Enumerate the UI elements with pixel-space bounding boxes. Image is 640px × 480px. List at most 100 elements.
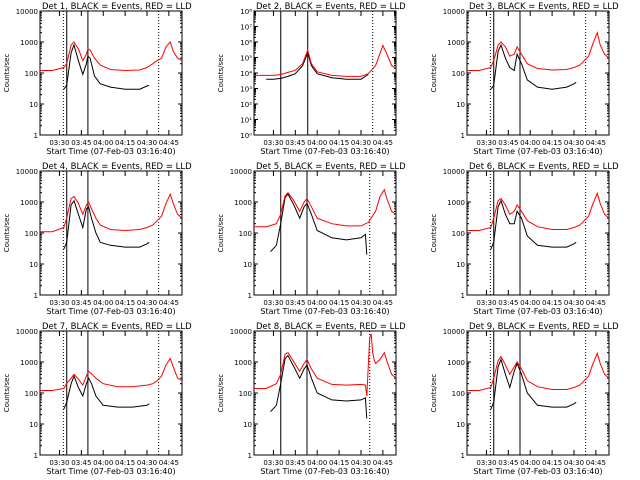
plot-frame (466, 10, 610, 136)
x-axis-label: Start Time (07-Feb-03 03:16:40) (260, 467, 389, 476)
x-tick-label: 04:15 (542, 459, 562, 467)
y-tick-label: 10 (243, 261, 252, 269)
x-tick-label: 03:30 (476, 299, 496, 307)
x-tick-label: 04:45 (586, 299, 606, 307)
x-tick-label: 03:45 (498, 459, 518, 467)
panel-det-4: Det 4, BLACK = Events, RED = LLD Counts/s… (3, 162, 192, 316)
y-tick-label: 1000 (447, 39, 465, 47)
y-tick-label: 1000 (234, 359, 252, 367)
y-axis-label: Counts/sec (3, 374, 11, 413)
plot-frame (39, 170, 183, 296)
x-tick-label: 03:30 (263, 459, 283, 467)
x-tick-label: 04:15 (542, 139, 562, 147)
y-tick-label: 100 (239, 230, 252, 238)
x-tick-label: 04:00 (307, 459, 327, 467)
x-tick-label: 04:45 (159, 459, 179, 467)
x-axis-label: Start Time (07-Feb-03 03:16:40) (46, 147, 175, 156)
x-tick-label: 04:30 (564, 459, 584, 467)
series-lld-line (40, 41, 182, 72)
y-tick-label: 1000 (447, 359, 465, 367)
x-tick-label: 03:45 (285, 299, 305, 307)
series-events-line (490, 43, 577, 90)
x-tick-label: 04:30 (564, 139, 584, 147)
y-axis-label: Counts/sec (430, 214, 438, 253)
plot-frame (466, 170, 610, 296)
x-tick-label: 04:30 (351, 299, 371, 307)
x-tick-label: 04:45 (373, 459, 393, 467)
y-axis-label: Counts/sec (430, 54, 438, 93)
series-events-line (63, 374, 150, 410)
x-tick-label: 04:00 (307, 139, 327, 147)
panel-title: Det 5, BLACK = Events, RED = LLD (256, 162, 406, 172)
y-tick-label: 10⁴ (240, 70, 252, 78)
y-tick-label: 10⁶ (240, 39, 252, 47)
series-lld-line (467, 191, 609, 231)
x-tick-label: 04:45 (373, 299, 393, 307)
y-tick-label: 10000 (16, 328, 38, 336)
series-lld-line (254, 44, 396, 77)
x-tick-label: 04:15 (329, 459, 349, 467)
y-tick-label: 1 (34, 132, 38, 140)
x-tick-label: 04:15 (542, 299, 562, 307)
x-tick-label: 04:00 (520, 139, 540, 147)
x-tick-label: 03:45 (285, 459, 305, 467)
y-tick-label: 1 (461, 292, 465, 300)
panel-title: Det 3, BLACK = Events, RED = LLD (469, 2, 619, 12)
panel-title: Det 6, BLACK = Events, RED = LLD (469, 162, 619, 172)
series-events-line (63, 43, 150, 90)
panel-title: Det 7, BLACK = Events, RED = LLD (42, 322, 192, 332)
y-axis-label: Counts/sec (217, 374, 225, 413)
y-tick-label: 10¹ (240, 117, 252, 125)
x-tick-label: 04:30 (137, 139, 157, 147)
panel-det-7: Det 7, BLACK = Events, RED = LLD Counts/s… (3, 322, 192, 476)
plot-frame (253, 10, 397, 136)
y-tick-label: 10 (456, 261, 465, 269)
panel-title: Det 4, BLACK = Events, RED = LLD (42, 162, 192, 172)
x-tick-label: 03:45 (285, 139, 305, 147)
y-tick-label: 1 (461, 452, 465, 460)
y-axis-label: Counts/sec (3, 214, 11, 253)
series-lld-line (40, 192, 182, 233)
x-tick-label: 03:30 (263, 299, 283, 307)
y-tick-label: 10000 (16, 168, 38, 176)
y-axis-label: Counts/sec (430, 374, 438, 413)
x-tick-label: 04:00 (520, 299, 540, 307)
y-tick-label: 1000 (20, 359, 38, 367)
y-tick-label: 10000 (230, 328, 252, 336)
y-tick-label: 1000 (20, 39, 38, 47)
x-tick-label: 04:15 (115, 459, 135, 467)
panel-det-5: Det 5, BLACK = Events, RED = LLD Counts/s… (217, 162, 406, 316)
plot-frame (39, 10, 183, 136)
y-tick-label: 1000 (20, 199, 38, 207)
panel-title: Det 8, BLACK = Events, RED = LLD (256, 322, 406, 332)
x-tick-label: 03:30 (49, 299, 69, 307)
panel-title: Det 2, BLACK = Events, RED = LLD (256, 2, 406, 12)
y-tick-label: 10 (29, 421, 38, 429)
y-tick-label: 10000 (16, 8, 38, 16)
y-tick-label: 10000 (443, 328, 465, 336)
panel-det-6: Det 6, BLACK = Events, RED = LLD Counts/s… (430, 162, 619, 316)
y-tick-label: 10000 (443, 168, 465, 176)
y-tick-label: 100 (452, 230, 465, 238)
x-tick-label: 04:00 (93, 299, 113, 307)
series-events-line (270, 354, 368, 419)
series-events-line (490, 199, 577, 250)
series-events-line (63, 199, 150, 250)
x-tick-label: 03:30 (49, 459, 69, 467)
y-tick-label: 1000 (234, 199, 252, 207)
x-tick-label: 04:00 (93, 459, 113, 467)
x-tick-label: 04:30 (137, 299, 157, 307)
panel-det-8: Det 8, BLACK = Events, RED = LLD Counts/s… (217, 322, 406, 476)
x-tick-label: 04:30 (137, 459, 157, 467)
series-lld-line (467, 351, 609, 391)
x-tick-label: 03:45 (71, 139, 91, 147)
y-tick-label: 10³ (240, 86, 252, 94)
y-tick-label: 100 (239, 390, 252, 398)
plot-frame (39, 330, 183, 456)
series-lld-line (254, 333, 396, 397)
x-tick-label: 03:45 (498, 139, 518, 147)
plot-frame (253, 330, 397, 456)
y-tick-label: 10⁵ (240, 55, 252, 63)
x-axis-label: Start Time (07-Feb-03 03:16:40) (46, 467, 175, 476)
